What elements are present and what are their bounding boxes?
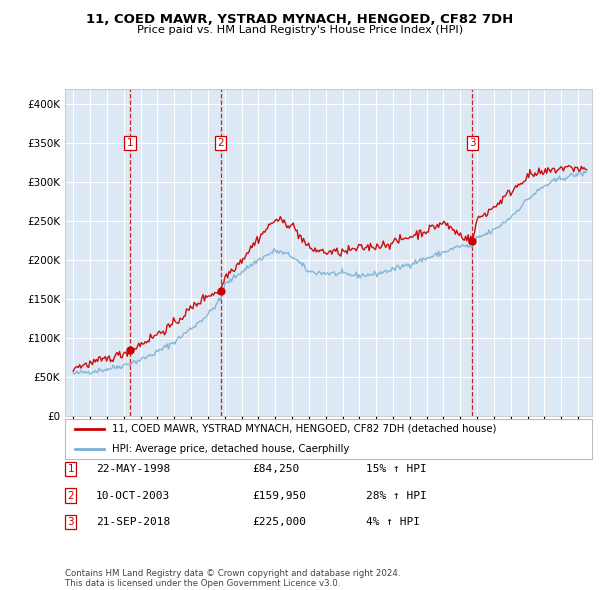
Text: 15% ↑ HPI: 15% ↑ HPI	[366, 464, 427, 474]
Text: 2: 2	[218, 138, 224, 148]
Text: HPI: Average price, detached house, Caerphilly: HPI: Average price, detached house, Caer…	[112, 444, 350, 454]
Text: £84,250: £84,250	[252, 464, 299, 474]
Text: 4% ↑ HPI: 4% ↑ HPI	[366, 517, 420, 527]
Text: 3: 3	[469, 138, 476, 148]
Text: 1: 1	[67, 464, 74, 474]
Text: 2: 2	[67, 491, 74, 500]
Text: 10-OCT-2003: 10-OCT-2003	[96, 491, 170, 500]
Text: 11, COED MAWR, YSTRAD MYNACH, HENGOED, CF82 7DH (detached house): 11, COED MAWR, YSTRAD MYNACH, HENGOED, C…	[112, 424, 497, 434]
Text: £159,950: £159,950	[252, 491, 306, 500]
Text: 3: 3	[67, 517, 74, 527]
Text: 1: 1	[127, 138, 133, 148]
Text: 21-SEP-2018: 21-SEP-2018	[96, 517, 170, 527]
Text: Price paid vs. HM Land Registry's House Price Index (HPI): Price paid vs. HM Land Registry's House …	[137, 25, 463, 35]
Text: Contains HM Land Registry data © Crown copyright and database right 2024.
This d: Contains HM Land Registry data © Crown c…	[65, 569, 400, 588]
Text: 11, COED MAWR, YSTRAD MYNACH, HENGOED, CF82 7DH: 11, COED MAWR, YSTRAD MYNACH, HENGOED, C…	[86, 13, 514, 26]
Text: 28% ↑ HPI: 28% ↑ HPI	[366, 491, 427, 500]
Text: 22-MAY-1998: 22-MAY-1998	[96, 464, 170, 474]
Text: £225,000: £225,000	[252, 517, 306, 527]
